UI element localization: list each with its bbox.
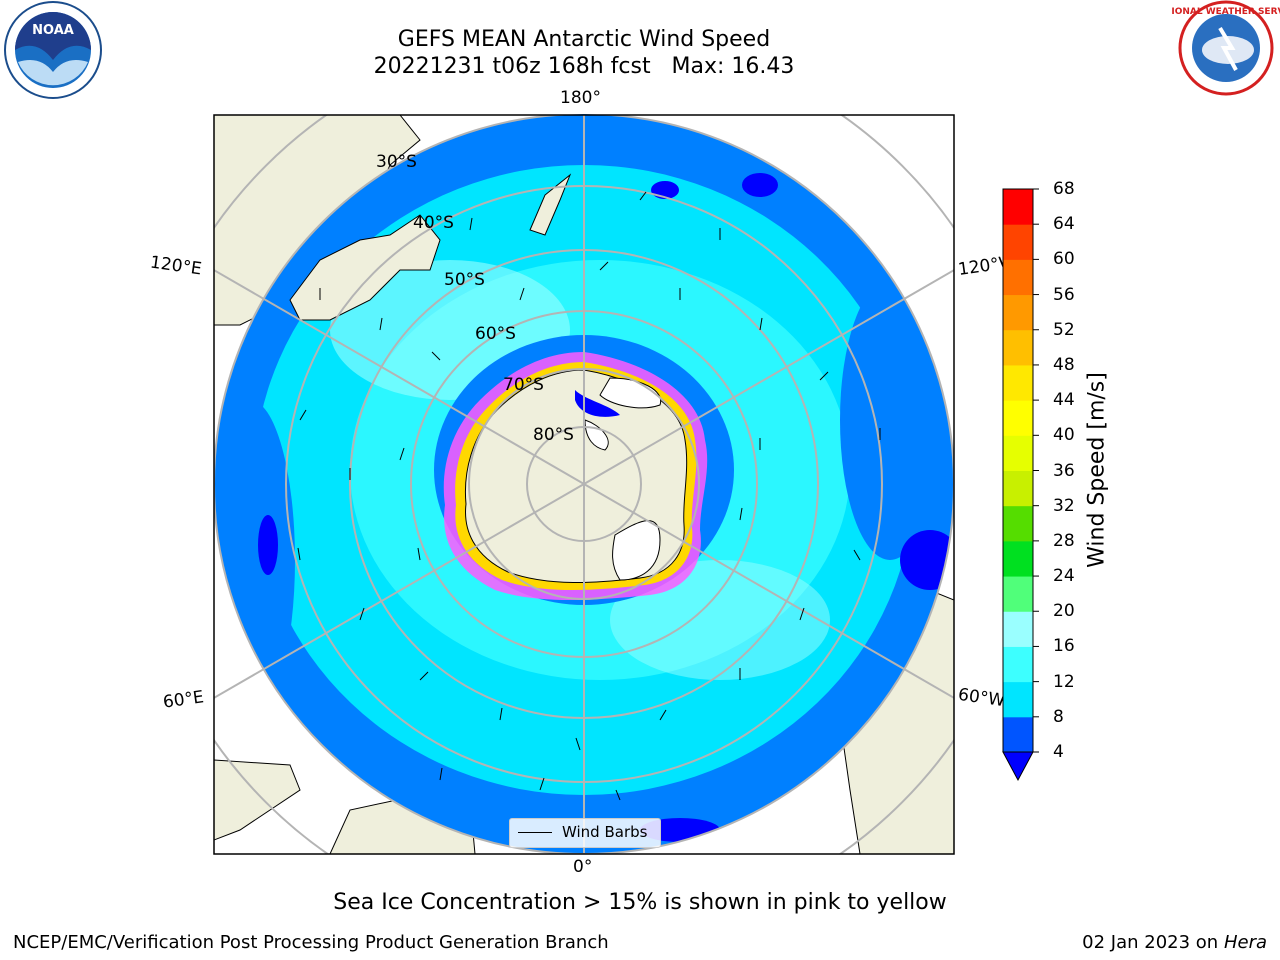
sea-ice-footnote: Sea Ice Concentration > 15% is shown in … (333, 890, 947, 915)
lat-label-50s: 50°S (444, 270, 485, 290)
noaa-logo-text: NOAA (32, 23, 74, 38)
colorbar-tick-label: 60 (1053, 249, 1075, 270)
antarctica (443, 352, 708, 600)
chart-subtitle: 20221231 t06z 168h fcst Max: 16.43 (373, 54, 795, 79)
lat-label-70s: 70°S (503, 375, 544, 395)
lat-label-30s: 30°S (376, 152, 417, 172)
colorbar-segment (1003, 716, 1033, 753)
colorbar-tick-label: 52 (1053, 319, 1075, 340)
colorbar-tick-label: 4 (1053, 742, 1064, 762)
wind-barbs (297, 191, 881, 801)
colorbar-segment (1003, 364, 1033, 401)
colorbar-segment (1003, 540, 1033, 577)
colorbar-segment (1003, 681, 1033, 718)
colorbar-label: Wind Speed [m/s] (1084, 372, 1110, 568)
colorbar-segment (1003, 646, 1033, 683)
run-date: 02 Jan 2023 on Hera (1082, 932, 1267, 953)
colorbar-tick-label: 44 (1053, 390, 1075, 411)
colorbar-tick-label: 28 (1053, 530, 1075, 551)
machine-name: Hera (1223, 932, 1267, 953)
lon-label-180: 180° (560, 88, 601, 108)
colorbar-segment (1003, 294, 1033, 331)
colorbar-segment (1003, 576, 1033, 612)
colorbar-tick-label: 24 (1053, 566, 1075, 587)
noaa-logo: NOAA (4, 1, 102, 99)
legend-wind-barb-line (518, 832, 552, 833)
colorbar-tick-label: 20 (1053, 601, 1075, 622)
colorbar-tick-label: 64 (1053, 214, 1075, 235)
chart-title: GEFS MEAN Antarctic Wind Speed (397, 27, 771, 52)
colorbar-segment (1003, 189, 1033, 225)
credit-text: NCEP/EMC/Verification Post Processing Pr… (13, 932, 609, 953)
graticule (214, 115, 954, 854)
colorbar-tick-label: 8 (1053, 706, 1064, 727)
colorbar-segment (1003, 470, 1033, 507)
colorbar-segment (1003, 505, 1033, 542)
nws-logo: NATIONAL WEATHER SERVICE (1172, 0, 1280, 96)
colorbar-tick-label: 68 (1053, 179, 1075, 199)
lat-label-60s: 60°S (475, 324, 516, 344)
colorbar-segment (1003, 224, 1033, 260)
colorbar-extend-arrow (1002, 751, 1034, 782)
colorbar-segment (1003, 329, 1033, 366)
colorbar-segment (1003, 611, 1033, 647)
colorbar-tick-label: 40 (1053, 425, 1075, 446)
map-legend: Wind Barbs (509, 818, 661, 848)
nws-logo-text: NATIONAL WEATHER SERVICE (1172, 7, 1280, 17)
colorbar-tick-label: 48 (1053, 354, 1075, 375)
colorbar-tick-label: 12 (1053, 671, 1075, 692)
run-date-text: 02 Jan 2023 on (1082, 932, 1219, 953)
lat-label-40s: 40°S (413, 213, 454, 233)
lat-label-80s: 80°S (533, 425, 574, 445)
colorbar-tick-label: 56 (1053, 284, 1075, 305)
lon-label-0: 0° (573, 857, 593, 877)
colorbar-tick-label: 16 (1053, 636, 1075, 657)
colorbar-segment (1003, 400, 1033, 436)
colorbar-tick-label: 32 (1053, 495, 1075, 516)
legend-label: Wind Barbs (562, 823, 648, 841)
map-frame (213, 114, 955, 855)
colorbar-segment (1003, 435, 1033, 471)
colorbar-segment (1003, 259, 1033, 296)
colorbar-tick-label: 36 (1053, 460, 1075, 481)
